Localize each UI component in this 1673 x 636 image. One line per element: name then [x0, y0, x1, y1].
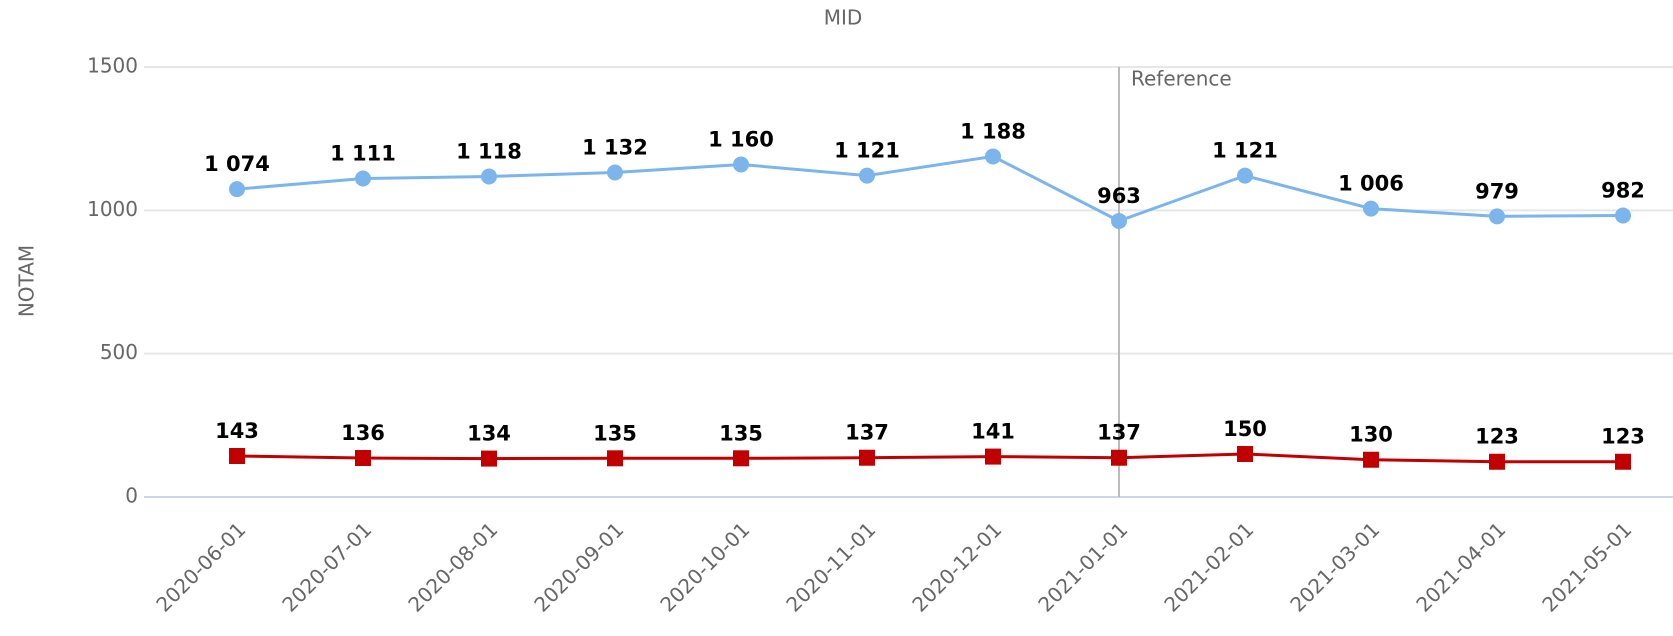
value-label: 143	[215, 419, 259, 443]
value-label: 130	[1349, 423, 1393, 447]
point	[859, 167, 875, 184]
value-label: 137	[1097, 421, 1141, 445]
point	[733, 156, 749, 173]
value-label: 979	[1475, 179, 1519, 203]
y-tick-label: 0	[125, 484, 138, 508]
x-tick-label: 2021-01-01	[1033, 517, 1132, 616]
value-label: 963	[1097, 184, 1141, 208]
x-tick-label: 2020-07-01	[277, 517, 376, 616]
value-label: 123	[1475, 425, 1519, 449]
x-tick-label: 2020-09-01	[529, 517, 628, 616]
point	[1237, 446, 1253, 462]
point	[1489, 453, 1505, 470]
point	[1237, 167, 1253, 184]
value-label: 982	[1601, 178, 1645, 202]
value-label: 135	[593, 421, 637, 445]
value-label: 1 132	[582, 135, 648, 159]
value-label: 136	[341, 421, 385, 445]
point	[985, 448, 1001, 465]
point	[229, 181, 245, 198]
point	[1111, 449, 1127, 466]
value-label: 1 121	[834, 139, 900, 163]
point	[1615, 207, 1631, 224]
x-tick-label: 2020-06-01	[151, 517, 250, 616]
value-label: 1 074	[204, 152, 270, 176]
y-axis-label: NOTAM	[15, 245, 39, 317]
value-label: 135	[719, 421, 763, 445]
point	[1489, 208, 1505, 225]
x-tick-label: 2021-05-01	[1537, 517, 1636, 616]
point	[481, 450, 497, 467]
point	[1363, 451, 1379, 468]
point	[229, 448, 245, 465]
y-tick-label: 500	[100, 340, 138, 364]
value-label: 1 160	[708, 127, 774, 151]
annotation: Reference	[1131, 67, 1232, 91]
x-tick-label: 2020-11-01	[781, 517, 880, 616]
value-label: 1 121	[1212, 139, 1278, 163]
point	[985, 148, 1001, 165]
point	[355, 170, 371, 187]
y-tick-label: 1500	[87, 54, 138, 78]
value-label: 1 006	[1338, 172, 1404, 196]
value-label: 137	[845, 421, 889, 445]
series-line	[236, 452, 1623, 464]
point	[1111, 212, 1127, 229]
value-label: 150	[1223, 417, 1267, 441]
x-tick-label: 2021-04-01	[1411, 517, 1510, 616]
series-line	[236, 154, 1624, 223]
x-tick-label: 2021-02-01	[1159, 517, 1258, 616]
point	[1615, 453, 1631, 470]
x-tick-label: 2020-08-01	[403, 517, 502, 616]
value-label: 141	[971, 420, 1015, 444]
point	[733, 450, 749, 467]
point	[607, 450, 623, 467]
point	[355, 450, 371, 467]
x-tick-label: 2020-12-01	[907, 517, 1006, 616]
y-tick-label: 1000	[87, 197, 138, 221]
point	[607, 164, 623, 181]
value-label: 134	[467, 422, 511, 446]
x-tick-label: 2021-03-01	[1285, 517, 1384, 616]
chart-title: MID	[824, 6, 863, 30]
x-tick-label: 2020-10-01	[655, 517, 754, 616]
point	[481, 168, 497, 185]
value-label: 1 118	[456, 140, 522, 164]
value-label: 123	[1601, 425, 1645, 449]
point	[859, 449, 875, 466]
value-label: 1 188	[960, 119, 1026, 143]
value-label: 1 111	[330, 142, 396, 166]
point	[1363, 200, 1379, 217]
